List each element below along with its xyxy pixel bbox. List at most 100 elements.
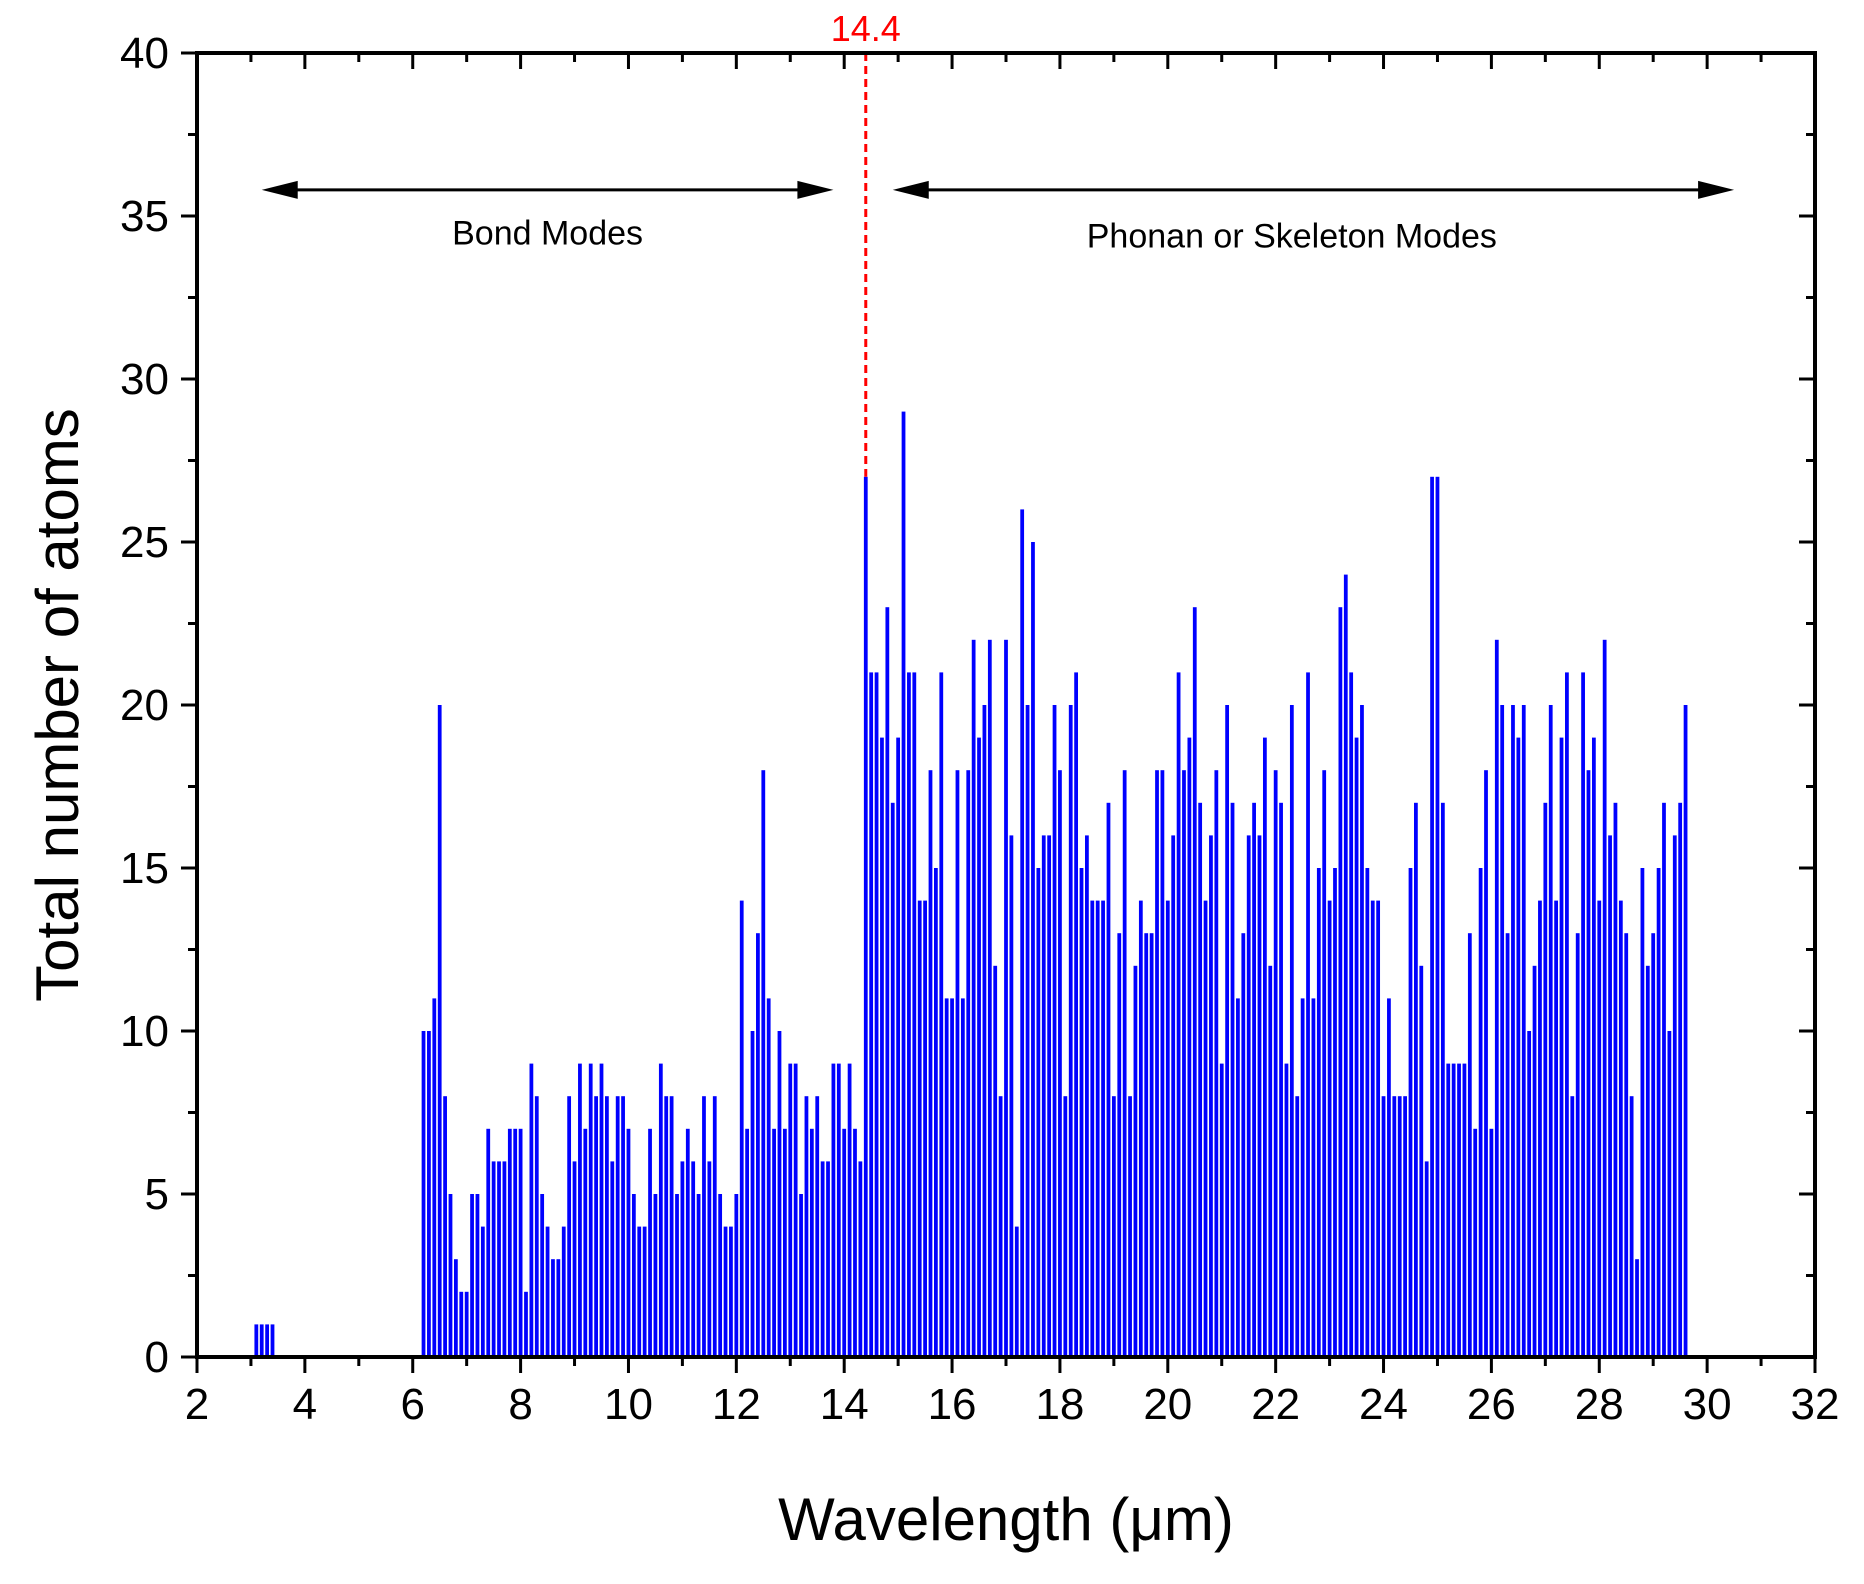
bar	[1575, 933, 1580, 1357]
bar	[448, 1194, 453, 1357]
bar	[1532, 965, 1537, 1357]
bar	[1041, 835, 1046, 1357]
bar	[475, 1194, 480, 1357]
bar	[1511, 705, 1515, 1357]
bar	[432, 998, 437, 1357]
y-tick-label: 20	[120, 681, 169, 730]
bar	[1133, 965, 1138, 1357]
y-tick-label: 0	[145, 1333, 169, 1382]
x-tick-label: 30	[1683, 1380, 1732, 1429]
bar	[1316, 868, 1321, 1357]
bar	[594, 1096, 598, 1357]
bar	[1058, 770, 1062, 1357]
bar	[459, 1291, 464, 1357]
bar	[858, 1161, 863, 1357]
bar	[540, 1194, 545, 1357]
annotation: Bond Modes	[261, 180, 834, 252]
bar	[1014, 1226, 1019, 1357]
bar	[723, 1226, 728, 1357]
bar	[1219, 1063, 1224, 1357]
bar	[836, 1063, 841, 1357]
bar	[680, 1161, 685, 1357]
y-tick-label: 30	[120, 355, 169, 404]
bar	[1473, 1128, 1478, 1357]
bar	[1651, 933, 1656, 1357]
bar	[890, 802, 895, 1357]
bar	[1106, 802, 1111, 1357]
arrow-left-head	[261, 180, 298, 199]
bar	[1419, 965, 1424, 1357]
bar	[982, 705, 987, 1357]
bar	[853, 1128, 857, 1357]
bar	[1683, 705, 1688, 1357]
x-tick-label: 14	[820, 1380, 869, 1429]
bar	[1289, 705, 1294, 1357]
bar	[1565, 672, 1569, 1357]
bar	[1333, 868, 1337, 1357]
bar	[502, 1161, 507, 1357]
bar	[1408, 868, 1413, 1357]
marker-label: 14.4	[831, 8, 901, 49]
y-axis-title: Total number of atoms	[24, 408, 91, 1002]
bar	[524, 1291, 528, 1357]
bar	[1360, 705, 1364, 1357]
bar	[1489, 1128, 1494, 1357]
bar	[1397, 1096, 1402, 1357]
bar	[863, 476, 868, 1357]
bar	[1521, 705, 1526, 1357]
bar	[1430, 476, 1434, 1357]
bar	[1198, 802, 1203, 1357]
bar	[1365, 868, 1370, 1357]
bar	[1063, 1096, 1068, 1357]
bar	[1635, 1259, 1639, 1357]
bar	[1111, 1096, 1116, 1357]
bar	[464, 1291, 469, 1357]
bar	[1667, 1031, 1672, 1357]
bar	[578, 1063, 582, 1357]
bar	[815, 1096, 820, 1357]
bar	[1591, 737, 1596, 1357]
bar	[933, 868, 938, 1357]
bar	[1203, 900, 1208, 1357]
bar	[712, 1096, 717, 1357]
x-tick-label: 6	[400, 1380, 424, 1429]
bar	[766, 998, 771, 1357]
bar	[1306, 672, 1310, 1357]
bar	[621, 1096, 625, 1357]
bar	[1004, 639, 1008, 1357]
bar	[1176, 672, 1181, 1357]
bar	[696, 1194, 701, 1357]
bar	[1602, 639, 1607, 1357]
bar	[561, 1226, 566, 1357]
bar	[1414, 802, 1418, 1357]
bar	[772, 1128, 776, 1357]
annotation: Phonan or Skeleton Modes	[892, 180, 1735, 256]
bar	[1440, 802, 1445, 1357]
bar	[470, 1194, 474, 1357]
bar	[907, 672, 911, 1357]
bar	[718, 1194, 723, 1357]
bar	[1171, 835, 1176, 1357]
bar	[1645, 965, 1650, 1357]
bar	[788, 1063, 793, 1357]
bar	[664, 1096, 669, 1357]
x-tick-label: 20	[1143, 1380, 1192, 1429]
bar	[1467, 933, 1472, 1357]
bar	[551, 1259, 555, 1357]
bars	[254, 411, 1688, 1358]
bar	[572, 1161, 577, 1357]
bar	[869, 672, 874, 1357]
bar	[1554, 900, 1559, 1357]
x-tick-label: 28	[1575, 1380, 1624, 1429]
bar	[1370, 900, 1375, 1357]
bar	[702, 1096, 706, 1357]
bar	[626, 1128, 631, 1357]
bar	[513, 1128, 518, 1357]
x-tick-label: 2	[185, 1380, 209, 1429]
bar	[820, 1161, 825, 1357]
bar	[1403, 1096, 1407, 1357]
x-tick-label: 16	[928, 1380, 977, 1429]
bar	[685, 1128, 690, 1357]
bar	[1392, 1096, 1397, 1357]
